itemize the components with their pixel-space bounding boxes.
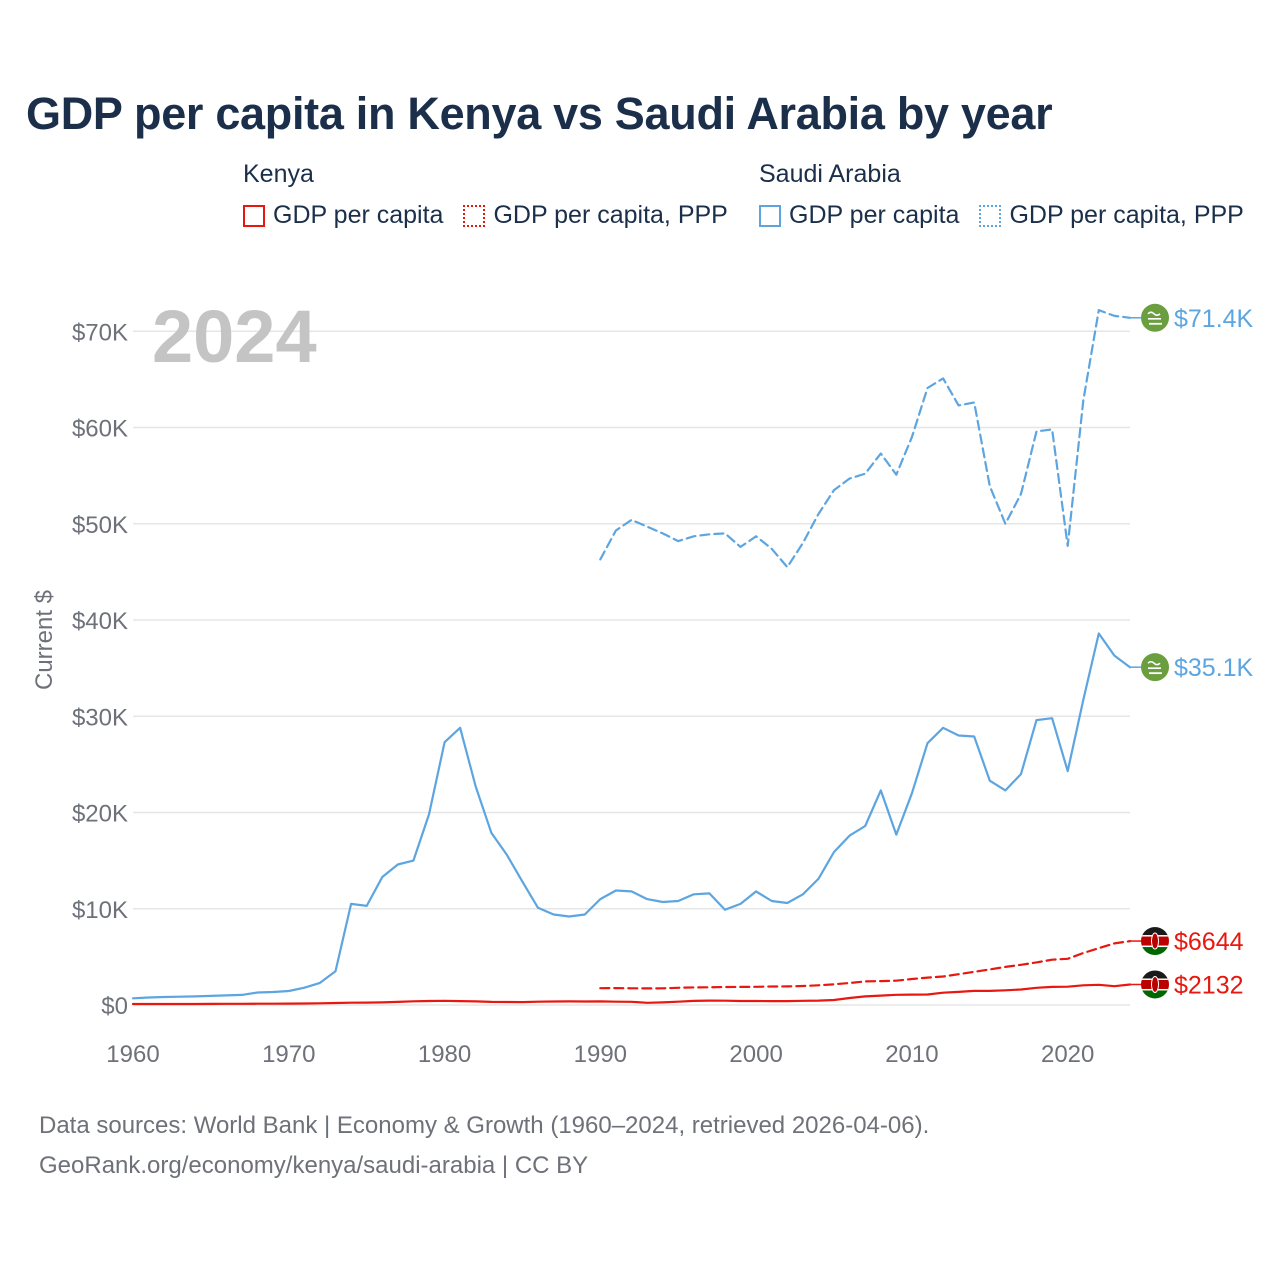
legend-swatch-solid-icon <box>759 204 781 227</box>
x-tick-label: 2010 <box>885 1041 938 1068</box>
legend-group-saudi: Saudi Arabia GDP per capita GDP per capi… <box>759 160 1264 230</box>
legend-item-kenya-gdp-ppp[interactable]: GDP per capita, PPP <box>463 201 728 230</box>
x-tick-label: 1980 <box>418 1041 471 1068</box>
x-tick-label: 1960 <box>106 1041 159 1068</box>
footer-sources: Data sources: World Bank | Economy & Gro… <box>39 1112 930 1139</box>
y-tick-label: $50K <box>72 512 128 539</box>
legend-group-title-saudi: Saudi Arabia <box>759 160 901 188</box>
legend-label: GDP per capita <box>273 201 444 229</box>
legend-label: GDP per capita, PPP <box>1009 201 1244 229</box>
end-value-label: $35.1K <box>1174 654 1254 682</box>
legend-group-kenya: Kenya GDP per capita GDP per capita, PPP <box>243 160 748 230</box>
y-tick-label: $20K <box>72 801 128 828</box>
year-watermark: 2024 <box>152 295 317 378</box>
series-line-kenya-ppp[interactable] <box>599 939 1132 990</box>
saudi-flag-icon <box>1141 653 1169 682</box>
legend-item-saudi-gdp-ppp[interactable]: GDP per capita, PPP <box>979 201 1244 230</box>
x-tick-label: 2020 <box>1041 1041 1094 1068</box>
kenya-flag-icon <box>1141 927 1169 956</box>
legend-group-title-kenya: Kenya <box>243 160 314 188</box>
footer-link[interactable]: GeoRank.org/economy/kenya/saudi-arabia |… <box>39 1152 589 1179</box>
saudi-flag-icon <box>1141 303 1169 332</box>
y-tick-label: $40K <box>72 608 128 635</box>
grid-lines <box>133 330 1130 1006</box>
series-line-saudi-gdp[interactable] <box>131 632 1132 1000</box>
legend-swatch-dotted-icon <box>463 204 486 227</box>
y-axis-ticks: $0 $10K $20K $30K $40K $50K $60K $70K <box>72 319 128 1020</box>
series-line-saudi-ppp[interactable] <box>599 309 1132 569</box>
x-tick-label: 1990 <box>574 1041 627 1068</box>
y-tick-label: $10K <box>72 897 128 924</box>
y-tick-label: $0 <box>101 993 128 1020</box>
legend-swatch-dotted-icon <box>979 204 1002 227</box>
legend-label: GDP per capita <box>789 201 960 229</box>
chart-title: GDP per capita in Kenya vs Saudi Arabia … <box>26 88 1053 139</box>
x-axis-ticks: 1960 1970 1980 1990 2000 2010 2020 <box>106 1041 1094 1068</box>
footer: Data sources: World Bank | Economy & Gro… <box>39 1106 929 1186</box>
legend-item-saudi-gdp[interactable]: GDP per capita <box>759 201 959 230</box>
y-tick-label: $70K <box>72 319 128 346</box>
y-tick-label: $30K <box>72 704 128 731</box>
legend-item-kenya-gdp[interactable]: GDP per capita <box>243 201 443 230</box>
legend-label: GDP per capita, PPP <box>493 201 728 229</box>
series-lines <box>131 309 1132 1006</box>
x-tick-label: 2000 <box>729 1041 782 1068</box>
end-value-label: $71.4K <box>1174 305 1254 333</box>
series-line-kenya-gdp[interactable] <box>131 983 1132 1006</box>
end-value-label: $2132 <box>1174 971 1244 999</box>
kenya-flag-icon <box>1141 970 1169 999</box>
x-tick-label: 1970 <box>262 1041 315 1068</box>
end-value-label: $6644 <box>1174 928 1244 956</box>
legend-swatch-solid-icon <box>243 204 265 227</box>
end-markers: $71.4K $35.1K $6644 $2132 <box>1130 303 1254 999</box>
y-axis-label: Current $ <box>31 590 58 690</box>
y-tick-label: $60K <box>72 416 128 443</box>
